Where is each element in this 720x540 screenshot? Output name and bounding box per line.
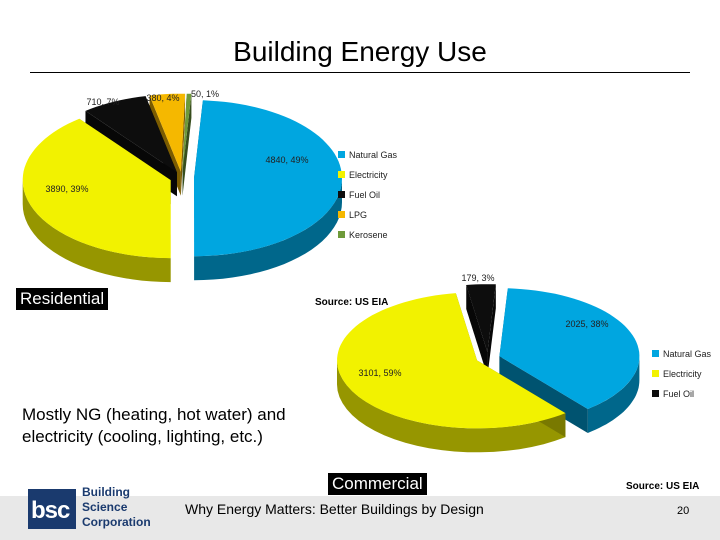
slice-wall-commercial-electricity xyxy=(337,360,566,453)
data-label-commercial-electricity: 3101, 59% xyxy=(358,368,401,378)
data-label-residential-natural-gas: 4840, 49% xyxy=(265,155,308,165)
residential-source: Source: US EIA xyxy=(315,297,389,308)
pie-slice-residential-fuel-oil xyxy=(85,96,177,173)
legend-label-commercial-electricity: Electricity xyxy=(663,369,702,379)
footer: bsc Building Science Corporation Why Ene… xyxy=(0,458,720,540)
residential-pie: 4840, 49% 3890, 39% 710, 7% 380, 4% 50, 1% xyxy=(22,89,342,283)
legend-swatch-commercial-fuel-oil xyxy=(652,390,659,397)
slice-wall-residential-natural-gas xyxy=(194,178,342,281)
slide-title: Building Energy Use xyxy=(233,36,487,67)
pie-slice-residential-lpg xyxy=(149,93,186,172)
data-label-residential-electricity: 3890, 39% xyxy=(45,184,88,194)
data-label-residential-fuel-oil: 710, 7% xyxy=(86,97,119,107)
legend-label-residential-electricity: Electricity xyxy=(349,170,388,180)
footer-band xyxy=(0,496,720,540)
logo-line-2: Science xyxy=(82,500,128,514)
body-text: Mostly NG (heating, hot water) and elect… xyxy=(22,404,352,448)
footer-text: Why Energy Matters: Better Buildings by … xyxy=(185,501,484,517)
legend-label-residential-kerosene: Kerosene xyxy=(349,230,388,240)
page-number: 20 xyxy=(677,505,690,517)
slice-side-commercial-fuel-oil-1 xyxy=(487,284,496,377)
pie-slice-residential-electricity xyxy=(22,118,171,259)
commercial-pie: 2025, 38% 3101, 59% 179, 3% xyxy=(337,273,640,453)
legend-label-commercial-natural-gas: Natural Gas xyxy=(663,349,712,359)
legend-label-residential-fuel-oil: Fuel Oil xyxy=(349,190,380,200)
pie-slice-commercial-fuel-oil xyxy=(466,284,496,353)
legend-swatch-commercial-natural-gas xyxy=(652,350,659,357)
slice-side-commercial-fuel-oil-0 xyxy=(466,284,488,377)
legend-swatch-residential-lpg xyxy=(338,211,345,218)
legend-swatch-residential-electricity xyxy=(338,171,345,178)
residential-legend: Natural Gas Electricity Fuel Oil LPG Kerosen… xyxy=(338,150,398,240)
residential-tag: Residential xyxy=(16,288,109,310)
title-divider xyxy=(30,72,690,73)
legend-swatch-residential-natural-gas xyxy=(338,151,345,158)
logo-mark: bsc xyxy=(28,489,76,529)
body-line-2: electricity (cooling, lighting, etc.) xyxy=(22,427,263,446)
slice-side-residential-kerosene-1 xyxy=(182,93,192,196)
slice-wall-residential-electricity xyxy=(22,180,171,283)
legend-swatch-residential-fuel-oil xyxy=(338,191,345,198)
pie-slice-commercial-electricity xyxy=(337,293,566,429)
legend-label-residential-lpg: LPG xyxy=(349,210,367,220)
pie-slice-residential-natural-gas xyxy=(193,100,342,257)
logo-line-3: Corporation xyxy=(82,515,151,529)
slice-side-residential-lpg-1 xyxy=(180,93,186,196)
pie-slice-residential-kerosene xyxy=(182,93,192,172)
logo-line-1: Building xyxy=(82,485,130,499)
commercial-legend: Natural Gas Electricity Fuel Oil xyxy=(652,349,712,399)
data-label-residential-kerosene: 50, 1% xyxy=(191,89,219,99)
slice-wall-commercial-natural-gas xyxy=(587,356,640,433)
legend-label-residential-natural-gas: Natural Gas xyxy=(349,150,398,160)
logo-wordmark: Building Science Corporation xyxy=(82,485,151,530)
commercial-tag: Commercial xyxy=(328,473,427,495)
slice-side-commercial-natural-gas-1 xyxy=(499,356,588,433)
bsc-logo: bsc Building Science Corporation xyxy=(28,485,158,535)
logo-abbreviation: bsc xyxy=(31,497,70,524)
data-label-residential-lpg: 380, 4% xyxy=(146,93,179,103)
legend-swatch-residential-kerosene xyxy=(338,231,345,238)
commercial-source: Source: US EIA xyxy=(626,481,700,492)
body-line-1: Mostly NG (heating, hot water) and xyxy=(22,405,286,424)
legend-swatch-commercial-electricity xyxy=(652,370,659,377)
pie-slice-commercial-natural-gas xyxy=(499,288,640,409)
legend-label-commercial-fuel-oil: Fuel Oil xyxy=(663,389,694,399)
data-label-commercial-fuel-oil: 179, 3% xyxy=(461,273,494,283)
data-label-commercial-natural-gas: 2025, 38% xyxy=(565,319,608,329)
